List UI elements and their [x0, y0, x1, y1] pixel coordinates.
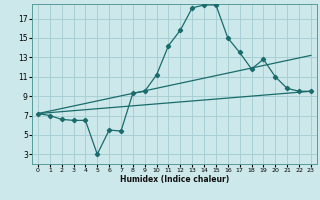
X-axis label: Humidex (Indice chaleur): Humidex (Indice chaleur): [120, 175, 229, 184]
